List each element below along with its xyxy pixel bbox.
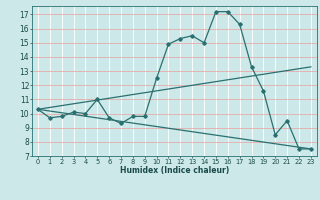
X-axis label: Humidex (Indice chaleur): Humidex (Indice chaleur) — [120, 166, 229, 175]
